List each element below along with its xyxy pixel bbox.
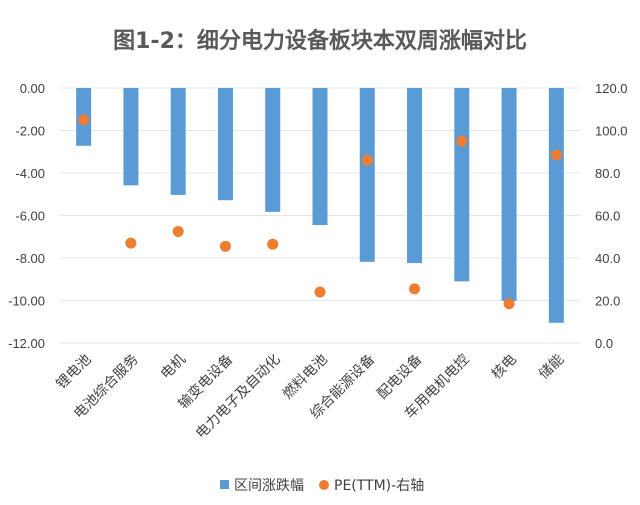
left-tick-label: -8.00 (15, 251, 45, 266)
bar (407, 88, 423, 264)
data-point (314, 286, 326, 298)
category-label: 锂电池 (53, 352, 94, 393)
left-tick-label: -4.00 (15, 166, 45, 181)
data-point (172, 225, 184, 237)
right-tick-label: 100.0 (595, 124, 628, 139)
data-point (503, 298, 515, 310)
data-point (267, 238, 279, 250)
left-tick-label: -12.00 (8, 336, 45, 351)
category-label: 储能 (536, 352, 567, 383)
right-tick-label: 120.0 (595, 81, 628, 96)
legend: 区间涨跌幅 PE(TTM)-右轴 (220, 478, 424, 494)
bar (312, 88, 328, 226)
category-label: 电力电子及自动化 (193, 352, 284, 443)
left-tick-label: -10.00 (8, 294, 45, 309)
bar (170, 88, 186, 195)
bar (454, 88, 470, 282)
bar-series (76, 88, 564, 323)
right-tick-label: 0.0 (595, 336, 613, 351)
right-tick-label: 80.0 (595, 166, 620, 181)
category-label: 核电 (489, 352, 520, 383)
bar (265, 88, 281, 212)
bar (501, 88, 517, 301)
right-axis: 120.0 100.0 80.0 60.0 40.0 20.0 0.0 (595, 81, 628, 351)
bar (123, 88, 139, 186)
data-point (125, 237, 137, 249)
left-tick-label: 0.00 (20, 81, 45, 96)
data-point (456, 135, 468, 147)
data-point (550, 149, 562, 161)
category-label: 电机 (158, 352, 189, 383)
bar (217, 88, 233, 201)
left-tick-label: -2.00 (15, 124, 45, 139)
legend-bar-label: 区间涨跌幅 (234, 478, 304, 494)
legend-dot-label: PE(TTM)-右轴 (334, 478, 424, 494)
data-point (361, 154, 373, 166)
scatter-series (78, 114, 562, 310)
right-tick-label: 60.0 (595, 209, 620, 224)
data-point (409, 283, 421, 295)
left-tick-label: -6.00 (15, 209, 45, 224)
bar (548, 88, 564, 323)
right-tick-label: 40.0 (595, 251, 620, 266)
chart-title: 图1-2：细分电力设备板块本双周涨幅对比 (113, 28, 527, 54)
bar (359, 88, 375, 262)
legend-dot-swatch (319, 480, 329, 490)
legend-bar-swatch (220, 480, 229, 489)
data-point (78, 114, 90, 126)
data-point (219, 240, 231, 252)
right-tick-label: 20.0 (595, 294, 620, 309)
left-axis: 0.00 -2.00 -4.00 -6.00 -8.00 -10.00 -12.00 (8, 81, 45, 351)
